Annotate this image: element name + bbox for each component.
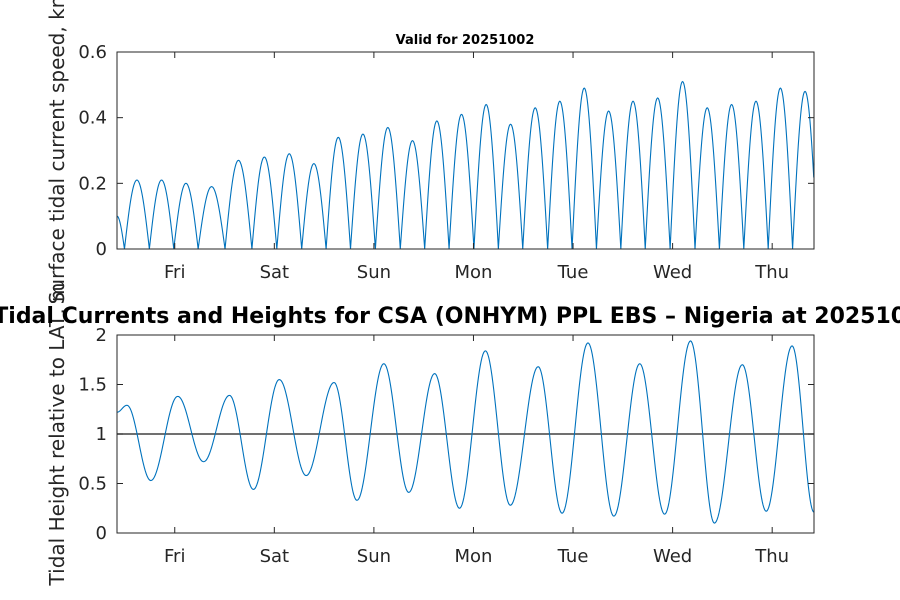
tidal-height-marks [116,340,815,524]
current-speed-x-ticks: Fri Sat Sun Mon Tue Wed Thu [164,52,789,283]
current-speed-axes-box [116,51,815,250]
current-speed-panel: 0 0.2 0.4 0.6 Fri Sat Sun Mon Tue Wed Thu Valid f… [45,0,815,304]
tidal-height-x-ticks: Fri Sat Sun Mon Tue Wed Thu [164,335,789,567]
tidal-height-panel: 0 0.5 1 1.5 2 Fri Sat Sun Mon Tue Wed Thu Tidal He… [45,283,815,587]
tidal-height-x-tick-label: Sun [357,546,391,567]
tidal-height-x-tick-label: Tue [557,546,589,567]
tidal-height-series-line [116,340,815,524]
current-speed-y-axis-label: Surface tidal current speed, kn [45,0,69,304]
tidal-height-x-tick-label: Mon [454,546,492,567]
current-speed-title: Valid for 20251002 [396,33,535,48]
current-speed-y-tick-label: 0.4 [78,108,107,129]
tidal-height-y-ticks: 0 0.5 1 1.5 2 [78,325,814,544]
current-speed-y-tick-label: 0 [96,239,107,260]
current-speed-y-ticks: 0 0.2 0.4 0.6 [78,42,814,260]
figure-title: Tidal Currents and Heights for CSA (ONHY… [0,304,900,329]
tidal-height-y-tick-label: 2 [96,325,107,346]
current-speed-x-tick-label: Sun [357,262,391,283]
current-speed-plot-area [117,52,814,249]
current-speed-x-tick-label: Fri [164,262,185,283]
current-speed-x-tick-label: Wed [653,262,692,283]
current-speed-marks [116,80,815,250]
tidal-height-y-tick-label: 1 [96,424,107,445]
tidal-height-y-tick-label: 1.5 [78,375,107,396]
tidal-height-x-tick-label: Sat [260,546,290,567]
current-speed-y-tick-label: 0.2 [78,173,107,194]
tidal-height-x-tick-label: Wed [653,546,692,567]
current-speed-x-tick-label: Mon [454,262,492,283]
current-speed-x-tick-label: Thu [754,262,789,283]
current-speed-y-tick-label: 0.6 [78,42,107,63]
tidal-height-y-axis-label: Tidal Height relative to LAT, m [45,283,69,587]
tidal-height-y-tick-label: 0 [96,523,107,544]
current-speed-x-tick-label: Tue [557,262,589,283]
tidal-height-x-tick-label: Fri [164,546,185,567]
tidal-height-y-tick-label: 0.5 [78,474,107,495]
current-speed-series-line [116,80,815,250]
tidal-height-x-tick-label: Thu [754,546,789,567]
current-speed-x-tick-label: Sat [260,262,290,283]
